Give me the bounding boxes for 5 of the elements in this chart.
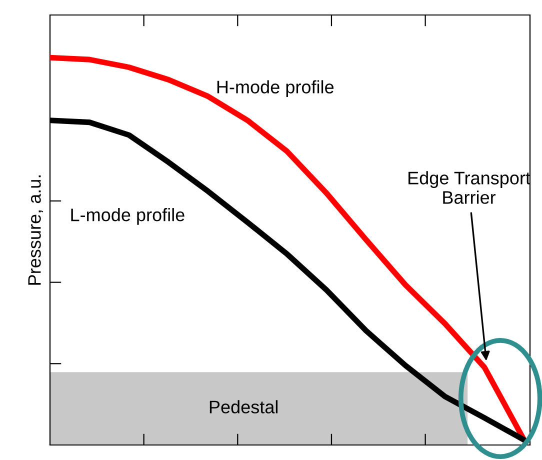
y-axis-title: Pressure, a.u. xyxy=(28,175,44,285)
annotation: L-mode profile xyxy=(71,208,184,225)
annotation: Edge Transport Barrier xyxy=(408,171,530,204)
annotation: H-mode profile xyxy=(217,80,334,98)
band-label: Pedestal xyxy=(210,400,278,414)
